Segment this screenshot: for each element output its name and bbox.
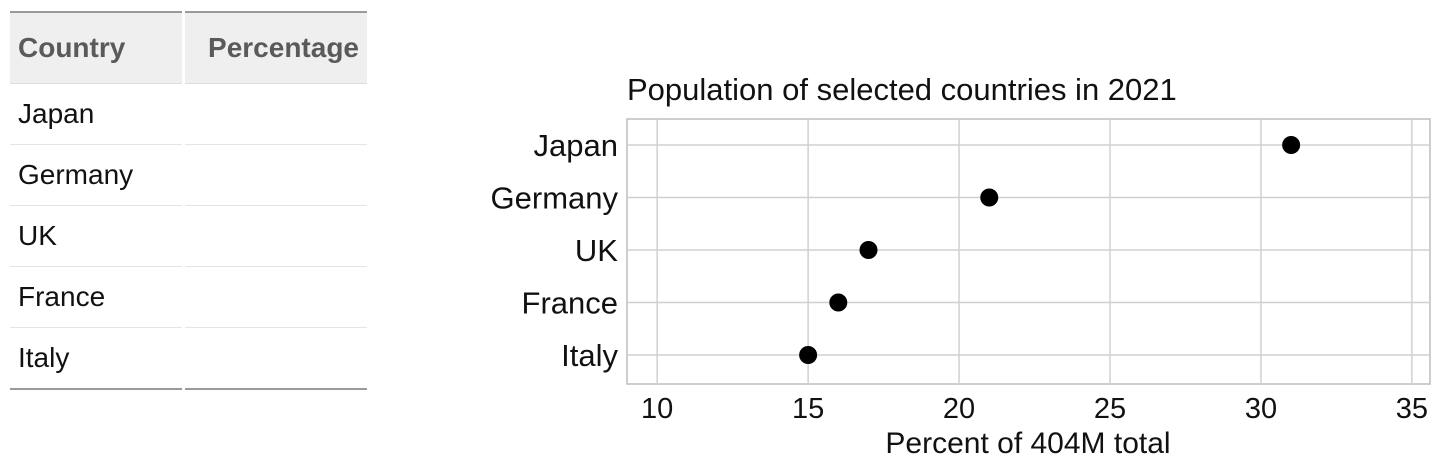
- data-point: [829, 293, 848, 312]
- country-table: Country Percentage Japan Germany UK Fran…: [10, 11, 367, 390]
- data-points: [799, 136, 1301, 364]
- data-point: [980, 188, 999, 207]
- x-tick-label: 15: [792, 393, 824, 425]
- table-cell-country: Japan: [10, 83, 185, 145]
- y-tick-label: France: [522, 286, 618, 321]
- table-cell-percentage[interactable]: [183, 205, 367, 267]
- table-header-row: Country Percentage: [10, 12, 367, 84]
- chart-title: Population of selected countries in 2021: [627, 72, 1177, 107]
- y-gridlines: [627, 144, 1430, 356]
- x-tick-labels: 10 15 20 25 30 35: [641, 393, 1428, 425]
- table-row: Italy: [10, 327, 367, 389]
- table-cell-country: Italy: [10, 327, 185, 389]
- x-tick-label: 30: [1245, 393, 1277, 425]
- table-row: Japan: [10, 83, 367, 145]
- y-tick-label: Japan: [534, 128, 618, 163]
- y-tick-labels: Japan Germany UK France Italy: [491, 128, 619, 373]
- table-cell-country: France: [10, 266, 185, 328]
- x-tick-label: 35: [1396, 393, 1428, 425]
- plot-area: [626, 118, 1431, 385]
- header-country[interactable]: Country: [10, 12, 185, 84]
- table-cell-country: UK: [10, 205, 185, 267]
- data-point: [1282, 136, 1301, 154]
- table-cell-percentage[interactable]: [183, 83, 367, 145]
- x-tick-label: 25: [1094, 393, 1126, 425]
- header-percentage[interactable]: Percentage: [183, 12, 367, 84]
- table-row: France: [10, 266, 367, 328]
- y-tick-label: UK: [575, 233, 618, 268]
- table-cell-country: Germany: [10, 144, 185, 206]
- y-tick-label: Germany: [491, 181, 619, 216]
- x-tick-label: 20: [943, 393, 975, 425]
- x-gridlines: [656, 119, 1413, 384]
- x-tick-label: 10: [641, 393, 673, 425]
- data-table-container: Country Percentage Japan Germany UK Fran…: [10, 11, 367, 390]
- table-row: UK: [10, 205, 367, 267]
- table-cell-percentage[interactable]: [183, 266, 367, 328]
- table-cell-percentage[interactable]: [183, 144, 367, 206]
- data-point: [859, 241, 878, 259]
- table-row: Germany: [10, 144, 367, 206]
- x-axis-label: Percent of 404M total: [885, 427, 1170, 460]
- y-tick-label: Italy: [561, 338, 618, 373]
- data-point: [799, 346, 818, 364]
